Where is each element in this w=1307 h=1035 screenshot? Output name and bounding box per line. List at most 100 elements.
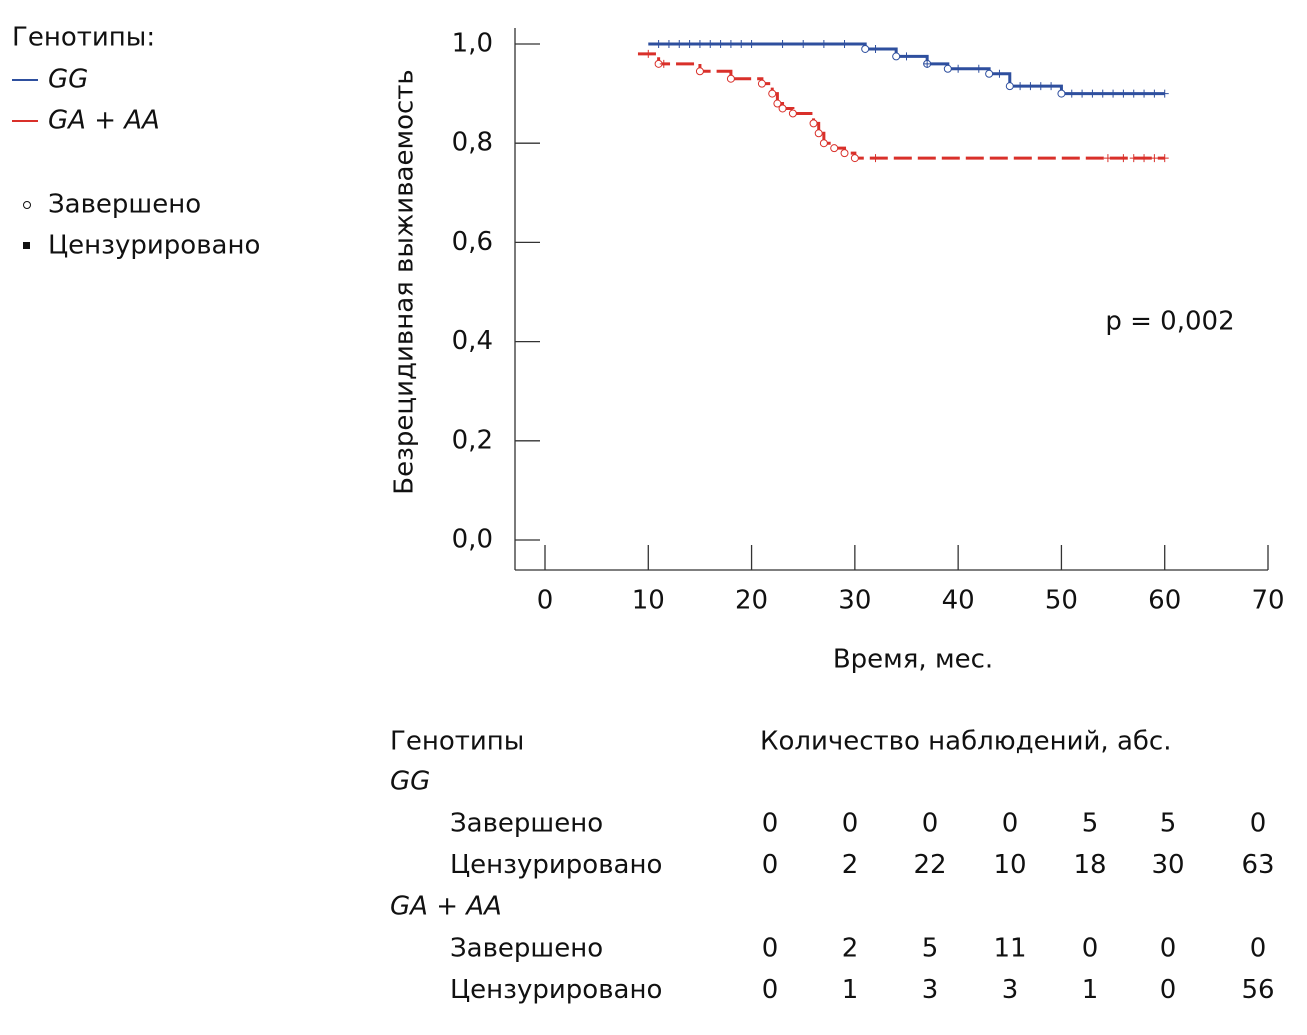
table-cell: 3 <box>1002 975 1019 1005</box>
table-row-label: Завершено <box>450 934 603 964</box>
table-cell: 2 <box>842 934 859 964</box>
table-cell: 0 <box>1250 934 1267 964</box>
table-cell: 30 <box>1151 850 1184 880</box>
censor-marker <box>747 40 756 48</box>
x-tick-label: 50 <box>1045 586 1078 616</box>
event-marker <box>757 79 766 88</box>
y-tick-label: 0,4 <box>452 326 493 356</box>
event-marker <box>850 154 859 163</box>
censor-marker <box>819 40 828 48</box>
event-marker <box>726 74 735 83</box>
event-marker <box>840 149 849 158</box>
censor-marker <box>737 40 746 48</box>
event-marker <box>814 129 823 138</box>
table-cell: 5 <box>922 934 939 964</box>
table-cell: 0 <box>1082 934 1099 964</box>
censor-marker <box>1119 89 1128 98</box>
censor-marker <box>1047 82 1056 91</box>
censor-marker <box>716 40 725 48</box>
legend-event: Завершено <box>48 190 201 220</box>
censor-marker <box>1150 154 1159 163</box>
event-marker <box>892 52 901 61</box>
censor-marker <box>644 49 653 58</box>
censor-marker <box>1103 154 1112 163</box>
x-tick-label: 30 <box>838 586 871 616</box>
y-tick-label: 1,0 <box>452 29 493 59</box>
legend-label: GG <box>48 65 88 95</box>
censor-marker <box>1016 82 1025 91</box>
table-cell: 0 <box>1002 809 1019 839</box>
censor-marker <box>923 59 932 68</box>
survival-curve <box>648 42 1165 96</box>
event-marker <box>809 119 818 128</box>
censor-marker <box>1160 154 1169 163</box>
annotation: p = 0,002 <box>1105 307 1234 337</box>
event-marker <box>778 104 787 113</box>
table-row-label: Цензурировано <box>450 975 662 1005</box>
censor-marker <box>995 69 1004 78</box>
censor-marker <box>1088 89 1097 98</box>
censor-marker <box>1140 89 1149 98</box>
censor-marker <box>1160 89 1169 98</box>
table-cell: 1 <box>842 975 859 1005</box>
survival-curve <box>637 52 1165 160</box>
event-marker <box>1005 82 1014 91</box>
x-tick-label: 0 <box>537 586 554 616</box>
legend-label: GA + AA <box>48 106 160 136</box>
censor-marker <box>1150 89 1159 98</box>
event-marker <box>943 64 952 73</box>
table-cell: 0 <box>842 809 859 839</box>
y-tick-label: 0,2 <box>452 425 493 455</box>
censor-marker <box>778 40 787 48</box>
censor-marker <box>695 40 704 48</box>
table-cell: 63 <box>1241 850 1274 880</box>
censor-marker <box>1129 154 1138 163</box>
table-cell: 56 <box>1241 975 1274 1005</box>
censor-marker <box>1036 82 1045 91</box>
table-group: GG <box>390 767 430 797</box>
censor-marker <box>1109 89 1118 98</box>
legend-censor: Цензурировано <box>48 231 260 261</box>
table-row-label: Цензурировано <box>450 850 662 880</box>
y-tick-label: 0,0 <box>452 525 493 555</box>
event-marker <box>1057 89 1066 98</box>
table-header: Количество наблюдений, абс. <box>760 727 1171 757</box>
event-marker <box>768 89 777 98</box>
event-marker <box>695 67 704 76</box>
table-header: Генотипы <box>390 727 524 757</box>
table-cell: 5 <box>1160 809 1177 839</box>
censor-marker <box>726 40 735 48</box>
censor-marker <box>871 154 880 163</box>
table-cell: 0 <box>1160 975 1177 1005</box>
event-marker <box>819 139 828 148</box>
censor-marker <box>675 40 684 48</box>
table-cell: 2 <box>842 850 859 880</box>
x-tick-label: 40 <box>942 586 975 616</box>
censor-marker <box>1129 89 1138 98</box>
legend-event-icon <box>23 201 31 209</box>
event-marker <box>830 144 839 153</box>
table-cell: 3 <box>922 975 939 1005</box>
censor-marker <box>1078 89 1087 98</box>
censor-marker <box>1098 89 1107 98</box>
x-axis-label: Время, мес. <box>833 645 993 675</box>
legend-censor-icon <box>23 242 30 249</box>
table-cell: 1 <box>1082 975 1099 1005</box>
censor-marker <box>799 40 808 48</box>
event-marker <box>788 109 797 118</box>
censor-marker <box>871 44 880 53</box>
table-cell: 0 <box>762 934 779 964</box>
table-cell: 5 <box>1082 809 1099 839</box>
legend-title: Генотипы: <box>12 23 155 53</box>
censor-marker <box>685 40 694 48</box>
table-cell: 10 <box>993 850 1026 880</box>
censor-marker <box>706 40 715 48</box>
event-marker <box>861 44 870 53</box>
table-group: GA + AA <box>390 892 502 922</box>
y-tick-label: 0,6 <box>452 227 493 257</box>
table-cell: 0 <box>762 809 779 839</box>
table-cell: 0 <box>1250 809 1267 839</box>
censor-marker <box>840 40 849 48</box>
censor-marker <box>664 40 673 48</box>
